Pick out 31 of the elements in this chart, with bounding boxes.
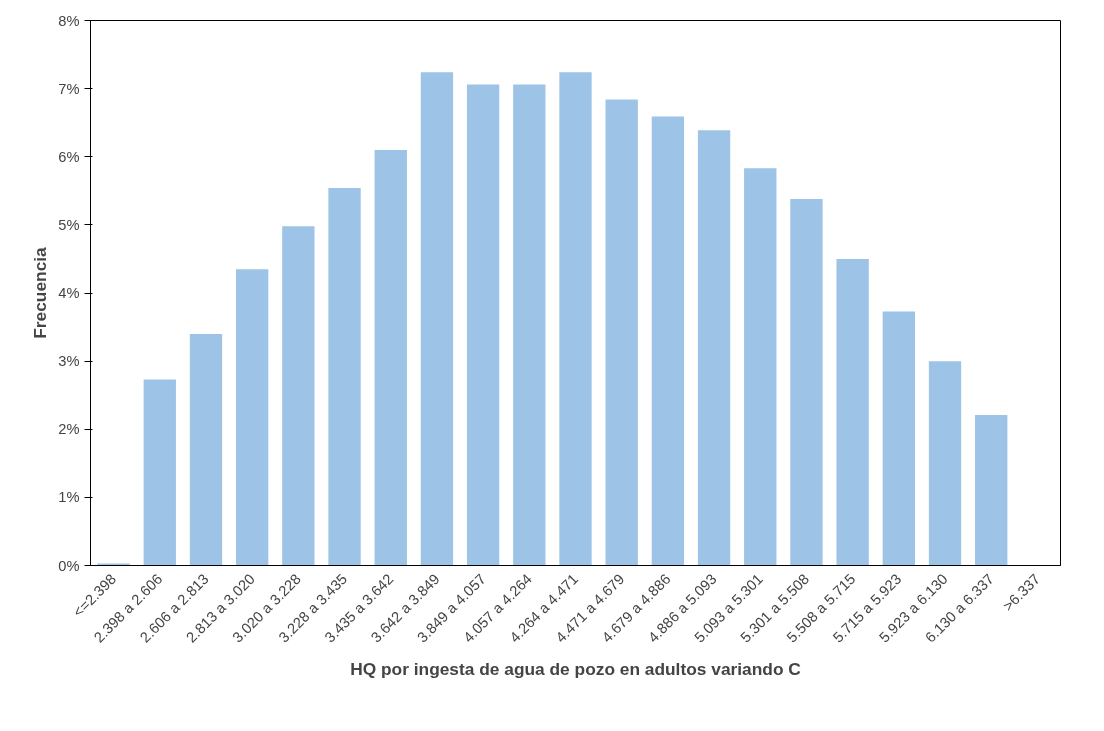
y-tick-label: 7% xyxy=(58,80,80,97)
bar xyxy=(744,168,777,566)
y-tick-label: 4% xyxy=(58,285,80,301)
bar xyxy=(790,198,823,566)
y-tick-label: 2% xyxy=(58,421,80,438)
bar xyxy=(559,72,592,566)
bar xyxy=(513,84,546,566)
bar xyxy=(651,116,685,566)
bar xyxy=(328,188,361,566)
y-tick-label: 5% xyxy=(58,216,80,233)
y-tick-label: 6% xyxy=(58,148,80,165)
y-tick-label: 8% xyxy=(58,12,80,29)
bar xyxy=(420,72,454,566)
bar xyxy=(189,333,223,566)
x-axis-title: HQ por ingesta de agua de pozo en adultos variando C xyxy=(350,659,802,680)
bar xyxy=(928,361,962,566)
bar xyxy=(97,563,130,566)
bar xyxy=(975,414,1008,566)
y-tick-label: 0% xyxy=(58,557,80,574)
bar xyxy=(374,149,407,566)
bar xyxy=(697,130,731,566)
bar xyxy=(282,226,315,566)
bar xyxy=(836,258,869,566)
y-axis-title: Frecuencia xyxy=(30,246,51,339)
bar xyxy=(466,84,500,566)
y-tick-label: 3% xyxy=(58,353,80,370)
bar xyxy=(143,379,176,566)
bar xyxy=(236,269,269,566)
y-tick-label: 1% xyxy=(58,489,80,506)
bar xyxy=(605,99,638,566)
bar xyxy=(882,311,915,566)
